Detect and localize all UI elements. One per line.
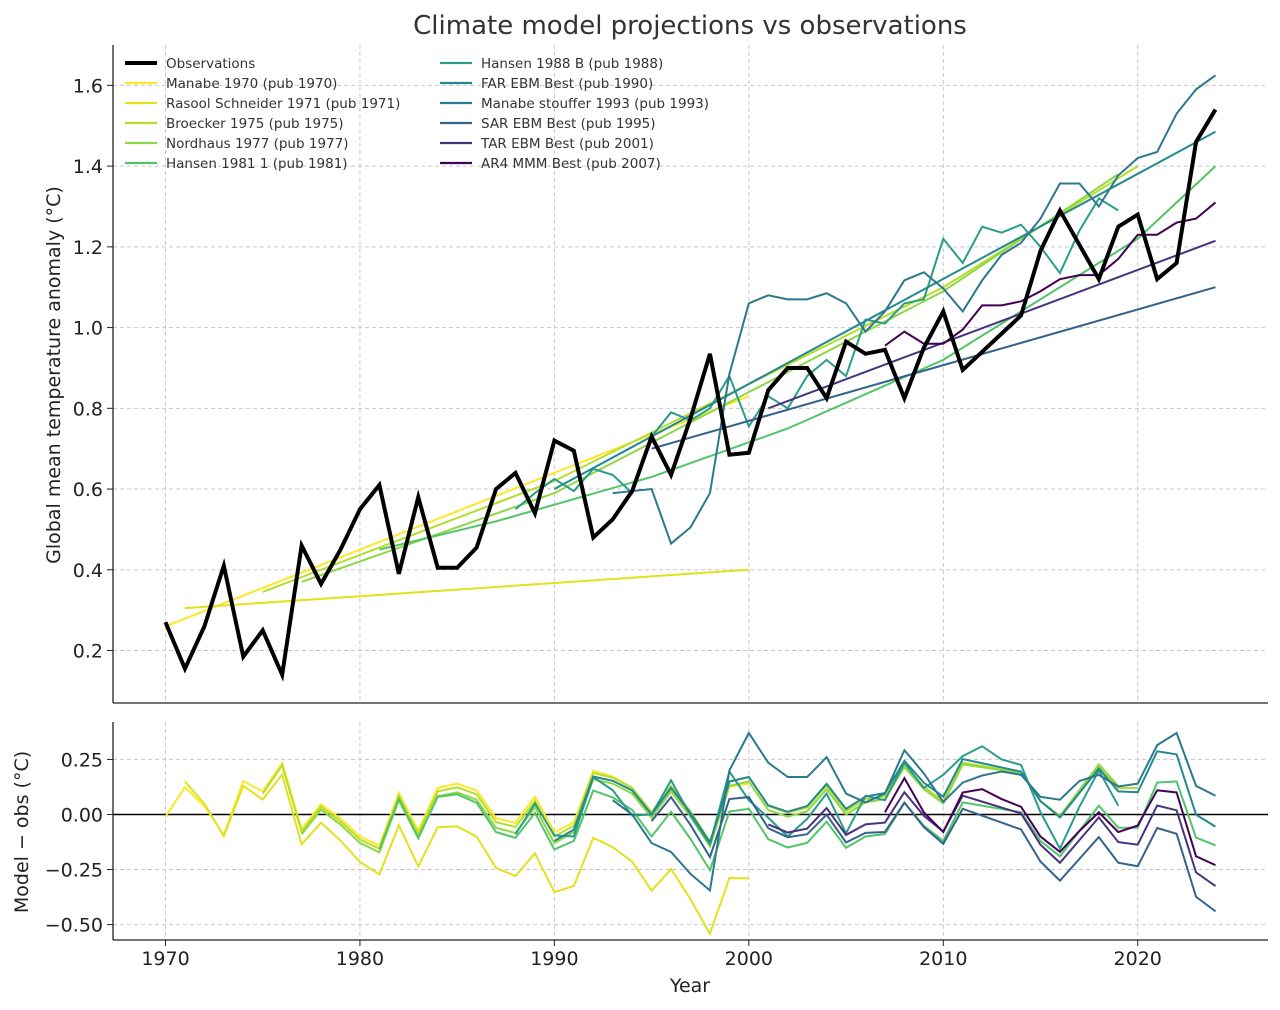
series-line-rasool-schneider-1971-pub-1971 [184,568,749,610]
series-line-hansen-1981-1-pub-1981 [379,165,1217,551]
y-tick-label: −0.25 [45,860,103,882]
series-line-hansen-1988-b-pub-1988 [514,197,1119,511]
x-tick-label: 2020 [1114,948,1162,970]
legend-label: Nordhaus 1977 (pub 1977) [166,136,348,152]
residual-line-tar-ebm-best-pub-2001 [767,790,1217,887]
legend-label: Observations [166,56,255,72]
bottom-grid [113,722,1268,940]
top-series [163,74,1218,682]
bottom-y-axis-label: Model − obs (°C) [11,751,33,913]
legend-label: Manabe 1970 (pub 1970) [166,76,337,92]
observations-line [163,108,1218,682]
legend-label: AR4 MMM Best (pub 2007) [481,156,661,172]
legend-label: Broecker 1975 (pub 1975) [166,116,344,132]
legend: Observations Manabe 1970 (pub 1970) Rasool… [125,56,709,172]
legend-label: Hansen 1981 1 (pub 1981) [166,156,348,172]
y-tick-label: 0.25 [61,749,103,771]
x-tick-label: 1980 [336,948,384,970]
series-line-ar4-mmm-best-pub-2007 [884,201,1217,347]
y-tick-label: 0.2 [73,641,103,663]
y-tick-label: 1.6 [73,75,103,97]
legend-label: Hansen 1988 B (pub 1988) [481,56,663,72]
y-tick-label: 1.0 [73,318,103,340]
x-axis-label: Year [669,975,710,997]
series-line-tar-ebm-best-pub-2001 [767,239,1216,410]
legend-label: TAR EBM Best (pub 2001) [480,136,654,152]
y-tick-label: 0.8 [73,398,103,420]
chart-title: Climate model projections vs observation… [413,11,967,41]
legend-label: SAR EBM Best (pub 1995) [481,116,656,132]
axes: 1970 1980 1990 2000 2010 2020 0.2 0.4 0.6 0.8 1.0 1… [45,45,1268,970]
series-line-nordhaus-1977-pub-1977 [301,173,1119,583]
y-tick-label: 0.6 [73,479,103,501]
x-tick-label: 1970 [141,948,189,970]
x-tick-label: 1990 [530,948,578,970]
residual-line-hansen-1981-1-pub-1981 [378,780,1216,873]
x-tick-label: 2010 [919,948,967,970]
x-tick-label: 2000 [725,948,773,970]
y-tick-label: 0.00 [61,804,103,826]
residual-series [113,731,1268,937]
residual-line-hansen-1988-b-pub-1988 [514,745,1120,851]
series-line-manabe-stouffer-1993-pub-1993 [612,74,1217,546]
y-tick-label: 1.2 [73,237,103,259]
top-y-axis-label: Global mean temperature anomaly (°C) [43,186,65,564]
top-grid [113,45,1268,703]
legend-label: Rasool Schneider 1971 (pub 1971) [166,96,400,112]
y-tick-label: 1.4 [73,156,103,178]
y-tick-label: −0.50 [45,915,103,937]
residual-line-manabe-stouffer-1993-pub-1993 [612,731,1216,893]
residual-line-rasool-schneider-1971-pub-1971 [184,772,749,937]
legend-label: FAR EBM Best (pub 1990) [481,76,653,92]
series-line-sar-ebm-best-pub-1995 [651,286,1216,450]
residual-line-sar-ebm-best-pub-1995 [650,795,1217,913]
legend-label: Manabe stouffer 1993 (pub 1993) [481,96,709,112]
y-tick-label: 0.4 [73,560,103,582]
residual-line-ar4-mmm-best-pub-2007 [884,776,1216,867]
